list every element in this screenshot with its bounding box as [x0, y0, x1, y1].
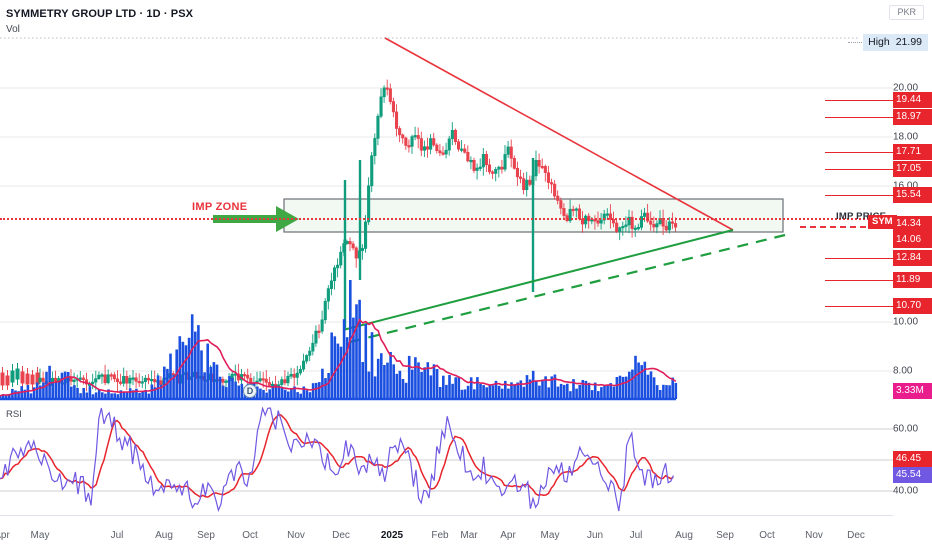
time-axis-tick: Sep: [197, 530, 215, 541]
high-badge: High 21.99: [863, 34, 928, 52]
time-axis-tick: Oct: [759, 530, 775, 541]
rsi-ma-line: [0, 414, 674, 498]
time-axis-tick: May: [30, 530, 50, 541]
time-axis-tick: Jul: [110, 530, 124, 541]
price-level-tag[interactable]: 19.44: [893, 92, 932, 108]
time-axis-tick: Mar: [460, 530, 478, 541]
downtrend-line: [384, 37, 734, 231]
symbol-badge[interactable]: SYM: [868, 215, 897, 230]
price-level-line: [825, 258, 893, 259]
price-level-tag[interactable]: 15.54: [893, 187, 932, 203]
rsi-value-tag[interactable]: 46.45: [893, 451, 932, 467]
time-axis-tick: Aug: [155, 530, 173, 541]
price-level-tag[interactable]: 11.89: [893, 272, 932, 288]
price-level-tag[interactable]: 17.05: [893, 161, 932, 177]
rsi-plot: [0, 406, 893, 513]
imp-price-dashed-segment: [800, 226, 866, 228]
rsi-pane[interactable]: [0, 405, 893, 515]
price-level-tag[interactable]: 18.97: [893, 109, 932, 125]
price-axis-tick: 10.00: [893, 316, 919, 328]
price-level-tag[interactable]: 14.06: [893, 232, 932, 248]
time-axis-tick: Dec: [332, 530, 350, 541]
price-axis[interactable]: 20.00 18.00 16.00 10.00 8.00 60.00 40.00: [893, 0, 932, 550]
price-axis-tick: 18.00: [893, 131, 919, 143]
time-axis-tick: Dec: [847, 530, 865, 541]
page-title: SYMMETRY GROUP LTD · 1D · PSX: [6, 8, 194, 20]
imp-price-dotted-line: [0, 218, 893, 220]
time-axis-tick: Apr: [500, 530, 516, 541]
high-badge-label: High: [868, 36, 890, 48]
time-axis-tick: Sep: [716, 530, 734, 541]
imp-zone-label: IMP ZONE: [192, 201, 248, 213]
time-axis-tick: May: [540, 530, 560, 541]
rsi-line: [0, 406, 674, 513]
volume-value-tag[interactable]: 3.33M: [893, 383, 932, 399]
price-level-line: [825, 195, 893, 196]
rsi-gridlines: [0, 428, 893, 492]
price-level-tag[interactable]: 10.70: [893, 298, 932, 314]
price-level-tag[interactable]: 14.34: [893, 216, 932, 232]
price-level-line: [825, 169, 893, 170]
time-axis-tick: Nov: [805, 530, 823, 541]
time-axis-tick: Jul: [629, 530, 643, 541]
price-axis-tick: 20.00: [893, 82, 919, 94]
price-level-line: [825, 280, 893, 281]
time-axis-tick: Jun: [586, 530, 604, 541]
time-axis-tick: Aug: [675, 530, 693, 541]
price-axis-tick: 16.00: [893, 180, 919, 192]
time-axis-tick: Feb: [431, 530, 449, 541]
price-level-tag[interactable]: 17.71: [893, 144, 932, 160]
time-axis-tick: Nov: [287, 530, 305, 541]
volume-ma-line: [0, 318, 677, 397]
high-leader-line: [848, 42, 866, 43]
d-interval-marker[interactable]: D: [243, 384, 257, 398]
time-axis-tick: Oct: [242, 530, 258, 541]
high-badge-value: 21.99: [895, 36, 922, 48]
rsi-axis-tick: 60.00: [893, 423, 919, 435]
price-level-line: [825, 117, 893, 118]
rsi-value-tag[interactable]: 45.54: [893, 467, 932, 483]
volume-bars: [0, 280, 678, 399]
price-level-line: [825, 100, 893, 101]
price-level-tag[interactable]: 12.84: [893, 250, 932, 266]
price-axis-tick: 8.00: [893, 365, 913, 377]
price-level-line: [825, 306, 893, 307]
rsi-axis-tick: 40.00: [893, 485, 919, 497]
imp-zone-rect: [283, 198, 784, 233]
imp-price-label: IMP PRICE: [836, 211, 887, 222]
time-axis[interactable]: Apr May Jul Aug Sep Oct Nov Dec 2025 Feb Mar Apr May…: [0, 515, 893, 550]
volume-pane[interactable]: D: [0, 280, 893, 402]
price-level-line: [825, 152, 893, 153]
currency-badge[interactable]: PKR: [889, 5, 924, 20]
volume-pane-label: Vol: [6, 24, 20, 35]
time-axis-tick: 2025: [380, 530, 404, 541]
time-axis-tick: Apr: [0, 530, 10, 541]
volume-plot: [0, 280, 678, 401]
